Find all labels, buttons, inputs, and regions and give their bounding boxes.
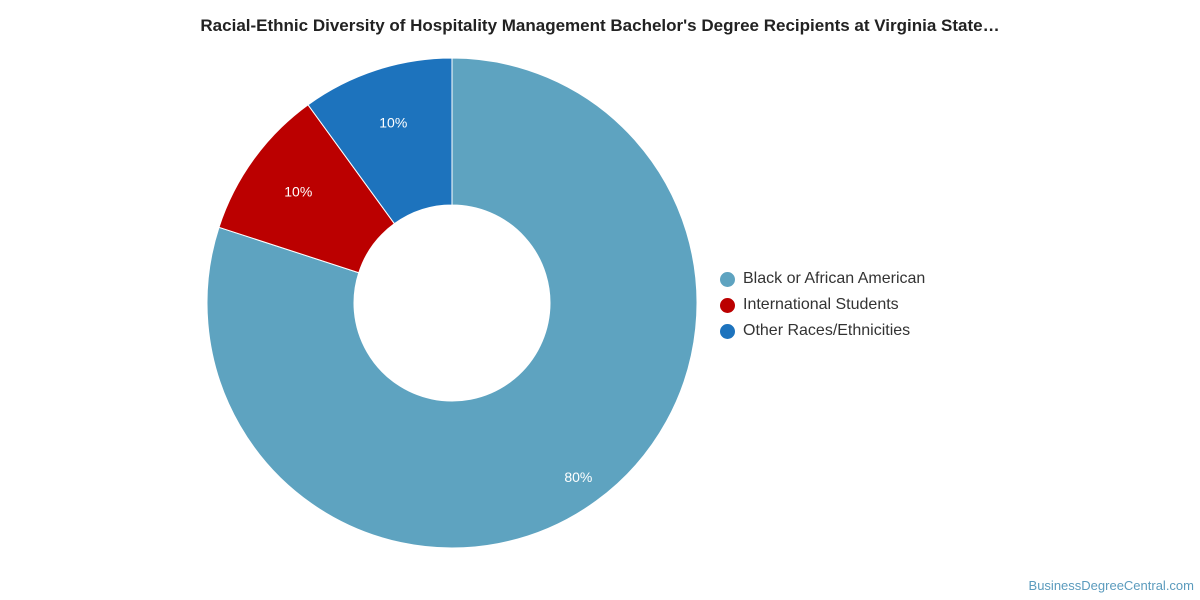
data-label-international-students: 10%: [284, 183, 312, 199]
legend-label-international-students: International Students: [743, 296, 899, 313]
legend-item-international-students[interactable]: International Students: [720, 292, 925, 318]
legend-label-other-races-ethnicities: Other Races/Ethnicities: [743, 322, 911, 339]
slice-other-races-ethnicities[interactable]: [307, 57, 453, 225]
chart-title: Racial-Ethnic Diversity of Hospitality M…: [200, 16, 1000, 35]
legend-swatch-black-or-african-american: [720, 271, 735, 287]
source-link[interactable]: BusinessDegreeCentral.com: [1028, 578, 1194, 593]
data-label-other-races-ethnicities: 10%: [379, 114, 407, 130]
legend-swatch-international-students: [720, 297, 735, 313]
data-label-black-or-african-american: 80%: [564, 469, 592, 485]
legend-item-other-races-ethnicities[interactable]: Other Races/Ethnicities: [720, 318, 925, 344]
chart-legend: Black or African American International …: [720, 266, 925, 344]
legend-swatch-other-races-ethnicities: [720, 323, 735, 339]
legend-item-black-or-african-american[interactable]: Black or African American: [720, 266, 925, 292]
legend-label-black-or-african-american: Black or African American: [743, 270, 926, 287]
slice-black-or-african-american[interactable]: [206, 57, 698, 549]
